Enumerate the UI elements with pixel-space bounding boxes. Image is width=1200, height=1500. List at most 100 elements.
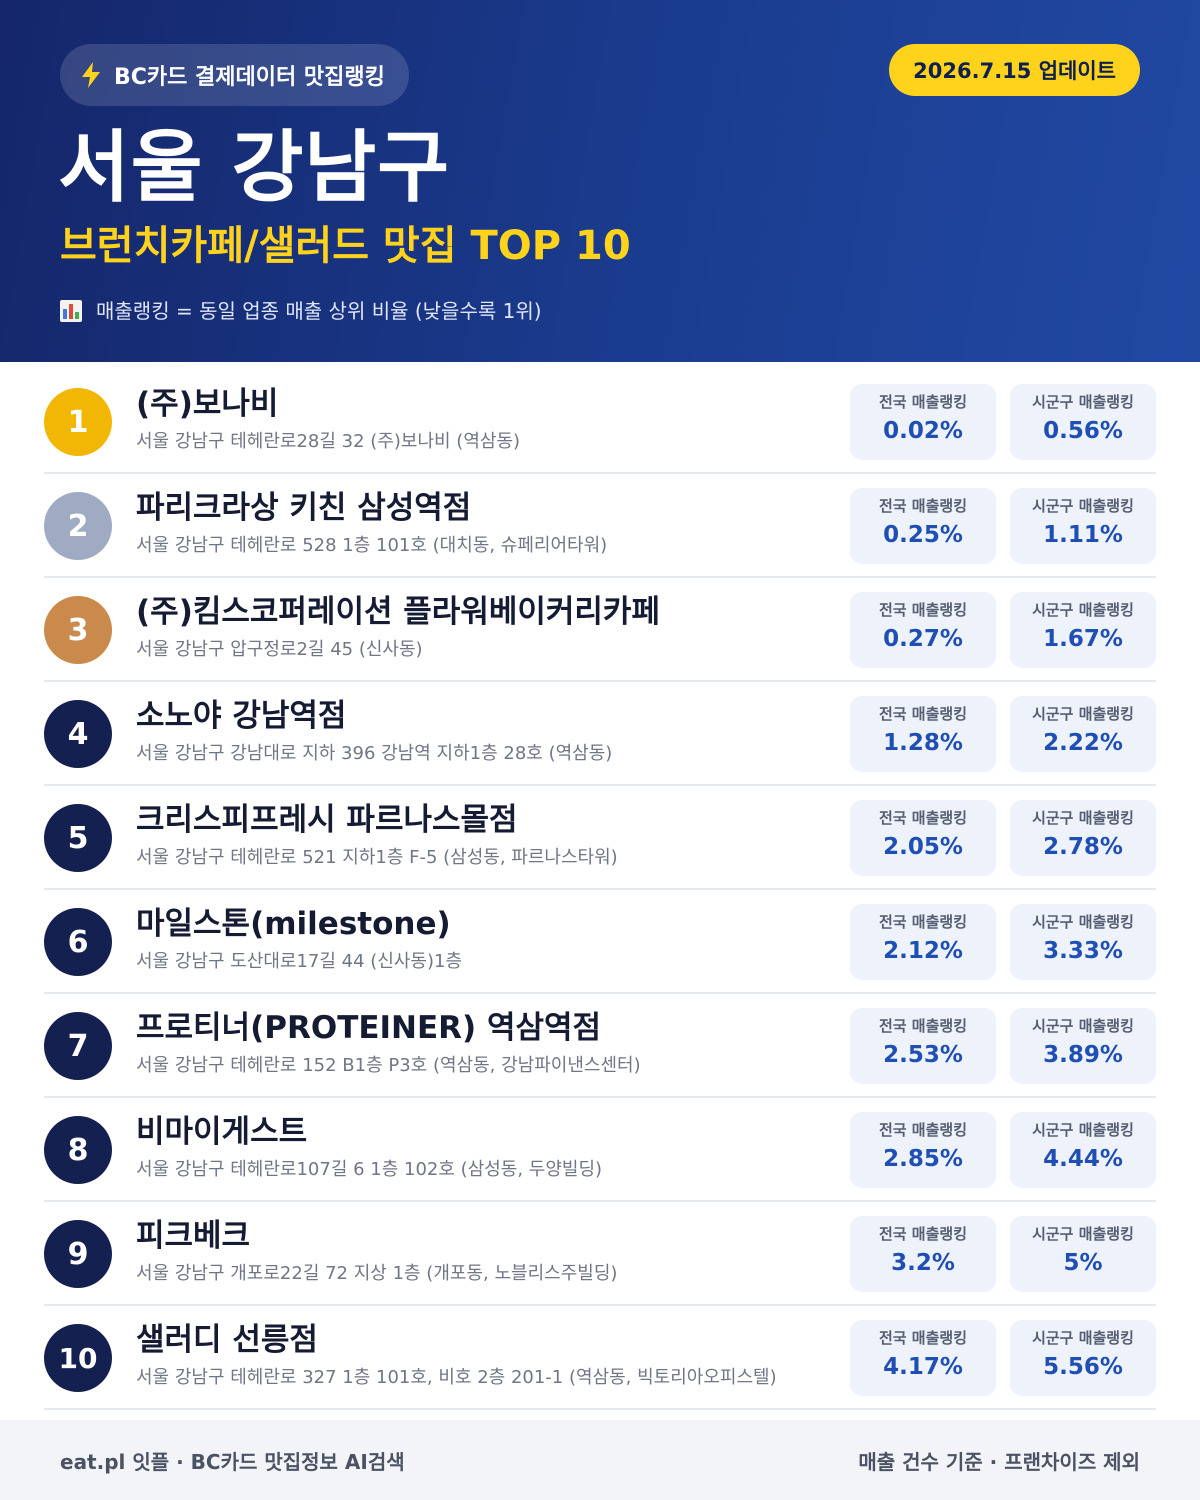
store-address: 서울 강남구 테헤란로 327 1층 101호, 비호 2층 201-1 (역삼… [136, 1367, 777, 1388]
store-name: 피크베크 [136, 1218, 251, 1254]
national-ranking-label: 전국 매출랭킹 [878, 913, 968, 931]
ranking-row: 7 프로티너(PROTEINER) 역삼역점 서울 강남구 테헤란로 152 B… [44, 994, 1156, 1098]
national-ranking-value: 0.02% [883, 418, 963, 444]
footer: eat.pl 잇플 · BC카드 맛집정보 AI검색 매출 건수 기준 · 프랜… [0, 1420, 1200, 1500]
ranking-row: 8 비마이게스트 서울 강남구 테헤란로107길 6 1층 102호 (삼성동,… [44, 1098, 1156, 1202]
local-ranking-value: 0.56% [1043, 418, 1123, 444]
store-name: (주)보나비 [136, 386, 279, 422]
local-ranking-value: 1.11% [1043, 522, 1123, 548]
local-ranking-label: 시군구 매출랭킹 [1032, 393, 1134, 411]
category-title: 브런치카페/샐러드 맛집 TOP 10 [60, 223, 631, 269]
rank-badge: 10 [44, 1324, 112, 1392]
store-name: (주)킴스코퍼레이션 플라워베이커리카페 [136, 594, 660, 630]
rank-badge: 6 [44, 908, 112, 976]
national-ranking-label: 전국 매출랭킹 [878, 705, 968, 723]
national-ranking-value: 2.85% [883, 1146, 963, 1172]
store-name: 샐러디 선릉점 [136, 1322, 318, 1358]
rank-badge: 7 [44, 1012, 112, 1080]
local-ranking-label: 시군구 매출랭킹 [1032, 1017, 1134, 1035]
national-ranking-label: 전국 매출랭킹 [878, 601, 968, 619]
ranking-note-text: 매출랭킹 = 동일 업종 매출 상위 비율 (낮을수록 1위) [96, 299, 542, 323]
update-badge: 2026.7.15 업데이트 [889, 44, 1140, 96]
national-ranking-card: 전국 매출랭킹 2.12% [850, 904, 996, 980]
national-ranking-label: 전국 매출랭킹 [878, 1225, 968, 1243]
store-address: 서울 강남구 테헤란로 528 1층 101호 (대치동, 슈페리어타워) [136, 535, 608, 556]
national-ranking-value: 2.12% [883, 938, 963, 964]
ranking-row: 10 샐러디 선릉점 서울 강남구 테헤란로 327 1층 101호, 비호 2… [44, 1306, 1156, 1410]
local-ranking-value: 3.33% [1043, 938, 1123, 964]
local-ranking-label: 시군구 매출랭킹 [1032, 705, 1134, 723]
national-ranking-label: 전국 매출랭킹 [878, 809, 968, 827]
national-ranking-card: 전국 매출랭킹 0.02% [850, 384, 996, 460]
ranking-note: 매출랭킹 = 동일 업종 매출 상위 비율 (낮을수록 1위) [60, 296, 542, 326]
store-address: 서울 강남구 테헤란로 521 지하1층 F-5 (삼성동, 파르나스타워) [136, 847, 618, 868]
national-ranking-label: 전국 매출랭킹 [878, 393, 968, 411]
store-address: 서울 강남구 도산대로17길 44 (신사동)1층 [136, 951, 463, 972]
store-name: 프로티너(PROTEINER) 역삼역점 [136, 1010, 602, 1046]
rank-badge: 9 [44, 1220, 112, 1288]
rank-badge: 1 [44, 388, 112, 456]
footer-source: eat.pl 잇플 · BC카드 맛집정보 AI검색 [60, 1449, 405, 1474]
ranking-row: 4 소노야 강남역점 서울 강남구 강남대로 지하 396 강남역 지하1층 2… [44, 682, 1156, 786]
store-name: 파리크라상 키친 삼성역점 [136, 490, 472, 526]
rank-badge: 8 [44, 1116, 112, 1184]
local-ranking-card: 시군구 매출랭킹 4.44% [1010, 1112, 1156, 1188]
source-pill: BC카드 결제데이터 맛집랭킹 [60, 44, 409, 106]
national-ranking-value: 4.17% [883, 1354, 963, 1380]
local-ranking-card: 시군구 매출랭킹 3.33% [1010, 904, 1156, 980]
national-ranking-label: 전국 매출랭킹 [878, 1329, 968, 1347]
ranking-row: 2 파리크라상 키친 삼성역점 서울 강남구 테헤란로 528 1층 101호 … [44, 474, 1156, 578]
national-ranking-value: 1.28% [883, 730, 963, 756]
local-ranking-value: 5.56% [1043, 1354, 1123, 1380]
national-ranking-label: 전국 매출랭킹 [878, 497, 968, 515]
rank-badge: 3 [44, 596, 112, 664]
store-name: 크리스피프레시 파르나스몰점 [136, 802, 518, 838]
local-ranking-value: 3.89% [1043, 1042, 1123, 1068]
store-address: 서울 강남구 테헤란로107길 6 1층 102호 (삼성동, 두양빌딩) [136, 1159, 603, 1180]
rank-badge: 5 [44, 804, 112, 872]
rank-badge: 4 [44, 700, 112, 768]
ranking-row: 9 피크베크 서울 강남구 개포로22길 72 지상 1층 (개포동, 노블리스… [44, 1202, 1156, 1306]
local-ranking-card: 시군구 매출랭킹 0.56% [1010, 384, 1156, 460]
local-ranking-card: 시군구 매출랭킹 2.22% [1010, 696, 1156, 772]
local-ranking-card: 시군구 매출랭킹 1.67% [1010, 592, 1156, 668]
header-banner: BC카드 결제데이터 맛집랭킹 2026.7.15 업데이트 서울 강남구 브런… [0, 0, 1200, 362]
national-ranking-card: 전국 매출랭킹 2.85% [850, 1112, 996, 1188]
national-ranking-value: 2.05% [883, 834, 963, 860]
national-ranking-card: 전국 매출랭킹 0.25% [850, 488, 996, 564]
store-name: 비마이게스트 [136, 1114, 308, 1150]
local-ranking-value: 1.67% [1043, 626, 1123, 652]
rank-badge: 2 [44, 492, 112, 560]
local-ranking-card: 시군구 매출랭킹 5.56% [1010, 1320, 1156, 1396]
local-ranking-card: 시군구 매출랭킹 5% [1010, 1216, 1156, 1292]
national-ranking-card: 전국 매출랭킹 2.05% [850, 800, 996, 876]
ranking-row: 3 (주)킴스코퍼레이션 플라워베이커리카페 서울 강남구 압구정로2길 45 … [44, 578, 1156, 682]
ranking-row: 1 (주)보나비 서울 강남구 테헤란로28길 32 (주)보나비 (역삼동) … [44, 370, 1156, 474]
national-ranking-card: 전국 매출랭킹 3.2% [850, 1216, 996, 1292]
local-ranking-label: 시군구 매출랭킹 [1032, 913, 1134, 931]
local-ranking-label: 시군구 매출랭킹 [1032, 1329, 1134, 1347]
local-ranking-label: 시군구 매출랭킹 [1032, 1225, 1134, 1243]
source-label: BC카드 결제데이터 맛집랭킹 [114, 65, 385, 90]
local-ranking-value: 2.22% [1043, 730, 1123, 756]
local-ranking-label: 시군구 매출랭킹 [1032, 809, 1134, 827]
local-ranking-card: 시군구 매출랭킹 3.89% [1010, 1008, 1156, 1084]
ranking-row: 5 크리스피프레시 파르나스몰점 서울 강남구 테헤란로 521 지하1층 F-… [44, 786, 1156, 890]
national-ranking-card: 전국 매출랭킹 2.53% [850, 1008, 996, 1084]
national-ranking-value: 3.2% [891, 1250, 955, 1276]
local-ranking-value: 5% [1063, 1250, 1103, 1276]
lightning-icon [82, 62, 100, 88]
national-ranking-value: 2.53% [883, 1042, 963, 1068]
national-ranking-card: 전국 매출랭킹 4.17% [850, 1320, 996, 1396]
local-ranking-value: 2.78% [1043, 834, 1123, 860]
store-address: 서울 강남구 테헤란로28길 32 (주)보나비 (역삼동) [136, 431, 521, 452]
ranking-row: 6 마일스톤(milestone) 서울 강남구 도산대로17길 44 (신사동… [44, 890, 1156, 994]
local-ranking-label: 시군구 매출랭킹 [1032, 1121, 1134, 1139]
national-ranking-value: 0.25% [883, 522, 963, 548]
local-ranking-label: 시군구 매출랭킹 [1032, 497, 1134, 515]
store-name: 소노야 강남역점 [136, 698, 347, 734]
store-name: 마일스톤(milestone) [136, 906, 451, 942]
store-address: 서울 강남구 강남대로 지하 396 강남역 지하1층 28호 (역삼동) [136, 743, 613, 764]
ranking-list: 1 (주)보나비 서울 강남구 테헤란로28길 32 (주)보나비 (역삼동) … [44, 370, 1156, 1410]
store-address: 서울 강남구 압구정로2길 45 (신사동) [136, 639, 423, 660]
